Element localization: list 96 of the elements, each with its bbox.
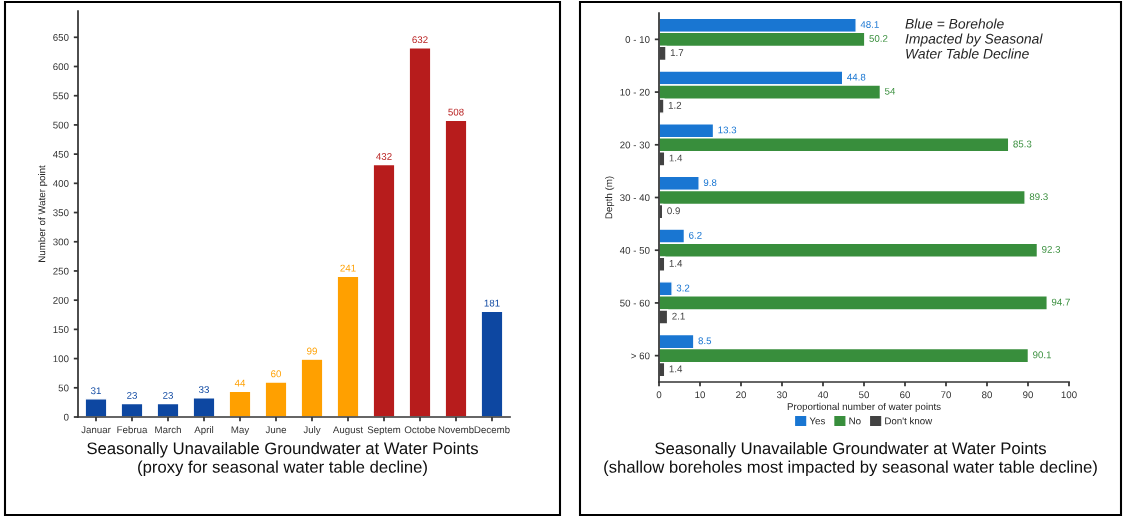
- y-tick-label: > 60: [631, 352, 650, 360]
- data-label: 432: [376, 153, 392, 160]
- x-tick-label: June: [265, 426, 287, 434]
- y-tick-label: 300: [53, 238, 69, 246]
- x-tick-label: July: [303, 426, 321, 436]
- bar: [228, 390, 252, 417]
- x-tick-label: August: [332, 426, 364, 436]
- x-axis-title: Proportional number of water points: [787, 402, 941, 412]
- x-tick-label: Januar: [81, 426, 111, 434]
- bar: [444, 119, 468, 417]
- x-tick-label: 80: [982, 391, 993, 399]
- data-label: 508: [448, 108, 464, 116]
- y-tick-label: 0: [63, 413, 69, 421]
- x-tick-label: Decemb: [474, 426, 510, 434]
- x-tick-label: Februa: [117, 426, 148, 434]
- x-tick-label: 10: [695, 391, 706, 399]
- x-tick-label: 100: [1061, 391, 1077, 399]
- x-tick-label: 70: [941, 391, 952, 399]
- y-tick-label: 250: [53, 267, 69, 275]
- y-tick-label: 40 - 50: [619, 246, 650, 254]
- annotation: Blue = Borehole Impacted by Seasonal Water Table Decline: [905, 18, 1043, 59]
- data-label: 632: [412, 36, 428, 44]
- y-axis-title: Depth (m): [605, 176, 615, 219]
- x-tick-label: Novemb: [438, 426, 474, 434]
- y-tick-label: 450: [52, 150, 69, 158]
- data-label: 54: [884, 87, 896, 95]
- x-tick-label: March: [155, 426, 181, 434]
- bar: [300, 358, 324, 417]
- data-label: 94.7: [1051, 298, 1070, 306]
- x-tick-label: 0: [656, 391, 662, 399]
- data-label: 44.8: [847, 73, 866, 81]
- data-label: 33: [198, 386, 209, 394]
- data-label: 92.3: [1042, 245, 1061, 253]
- bar: [336, 275, 360, 417]
- data-label: 3.2: [676, 284, 690, 292]
- y-tick-label: 500: [53, 121, 69, 129]
- x-tick-label: 40: [817, 391, 829, 399]
- bar: [408, 47, 432, 417]
- y-tick-label: 400: [52, 180, 69, 187]
- data-label: 48.1: [860, 21, 879, 28]
- data-label: 6.2: [689, 231, 702, 239]
- x-tick-label: 60: [900, 391, 911, 399]
- data-label: 13.3: [718, 126, 737, 134]
- text: Seasonally Unavailable Groundwater at Water Points (shallow boreholes most impacted by seasonal water table decline): [604, 442, 1097, 477]
- data-label: 181: [484, 299, 500, 307]
- data-label: 89.3: [1029, 193, 1048, 201]
- y-tick-label: 30 - 40: [620, 194, 650, 202]
- data-label: 1.4: [669, 260, 683, 267]
- bar: [192, 397, 216, 417]
- x-tick-label: May: [231, 426, 250, 436]
- x-tick-label: Octobe: [404, 426, 436, 434]
- y-tick-label: 100: [53, 355, 69, 363]
- text: Seasonally Unavailable Groundwater at Water Points (proxy for seasonal water table decline): [87, 442, 478, 477]
- data-label: 44: [234, 379, 246, 387]
- data-label: 90.1: [1033, 351, 1052, 359]
- x-tick-label: 20: [736, 391, 747, 399]
- x-tick-label: 30: [776, 391, 788, 399]
- legend-label: Yes: [809, 417, 825, 425]
- bar: [480, 310, 504, 417]
- data-label: 1.4: [669, 365, 683, 373]
- data-label: 85.3: [1013, 140, 1032, 148]
- y-tick-label: 150: [53, 326, 69, 333]
- x-tick-label: Septem: [367, 426, 401, 436]
- data-label: 1.2: [668, 101, 682, 109]
- data-label: 31: [90, 387, 101, 395]
- bar: [372, 163, 396, 417]
- y-tick-label: 0 - 10: [625, 36, 650, 43]
- y-tick-label: 550: [53, 92, 69, 100]
- x-tick-label: 90: [1023, 391, 1034, 399]
- legend-label: Don't know: [885, 417, 933, 425]
- data-label: 2.1: [672, 312, 685, 320]
- bar: [84, 398, 108, 417]
- y-tick-label: 200: [53, 296, 69, 304]
- y-tick-label: 10 - 20: [620, 88, 650, 96]
- data-label: 1.7: [670, 49, 684, 56]
- y-tick-label: 650: [53, 34, 69, 41]
- y-tick-label: 350: [53, 209, 69, 217]
- data-label: 8.5: [698, 337, 712, 345]
- data-label: 0.9: [667, 207, 680, 215]
- y-axis-title: Number of Water point: [38, 165, 48, 262]
- y-tick-label: 50 - 60: [620, 299, 650, 307]
- bar: [264, 381, 288, 417]
- x-tick-label: 50: [858, 391, 870, 399]
- y-tick-label: 600: [53, 63, 69, 71]
- data-label: 99: [307, 347, 317, 355]
- data-label: 50.2: [869, 35, 888, 42]
- legend-label: No: [849, 417, 861, 425]
- data-label: 241: [340, 264, 356, 272]
- data-label: 60: [271, 370, 282, 378]
- data-label: 9.8: [703, 179, 717, 187]
- x-tick-label: April: [194, 426, 214, 436]
- data-label: 23: [127, 391, 137, 399]
- data-label: 23: [163, 391, 173, 399]
- y-tick-label: 20 - 30: [620, 141, 650, 149]
- data-label: 1.4: [669, 154, 683, 162]
- y-tick-label: 50: [58, 384, 69, 392]
